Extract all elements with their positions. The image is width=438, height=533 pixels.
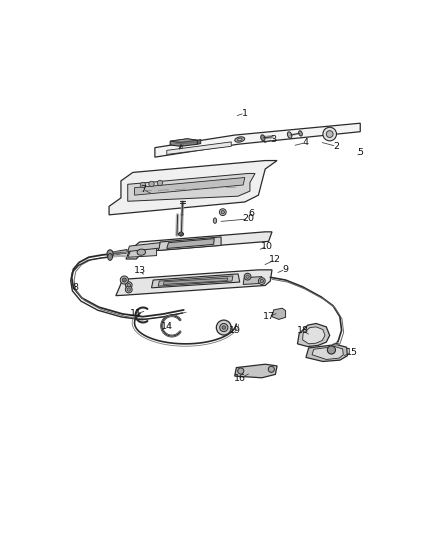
Text: 7: 7	[140, 185, 146, 194]
Polygon shape	[134, 177, 245, 195]
Circle shape	[238, 368, 244, 374]
Ellipse shape	[213, 218, 217, 223]
Polygon shape	[170, 139, 197, 142]
Ellipse shape	[178, 232, 184, 236]
Polygon shape	[128, 243, 160, 252]
Circle shape	[246, 275, 249, 278]
Circle shape	[222, 326, 226, 329]
Text: 10: 10	[261, 241, 273, 251]
Ellipse shape	[237, 138, 242, 141]
Text: 2: 2	[333, 142, 339, 151]
Polygon shape	[163, 278, 228, 285]
Ellipse shape	[299, 131, 302, 136]
Circle shape	[268, 366, 274, 373]
Text: 16: 16	[234, 374, 246, 383]
Text: 1: 1	[242, 109, 248, 117]
Polygon shape	[128, 248, 156, 257]
Circle shape	[125, 286, 132, 293]
Ellipse shape	[261, 135, 265, 141]
Circle shape	[221, 211, 224, 214]
Polygon shape	[167, 142, 231, 155]
Polygon shape	[158, 237, 221, 251]
Circle shape	[216, 320, 231, 335]
Text: 8: 8	[72, 284, 78, 292]
Circle shape	[260, 279, 264, 282]
Polygon shape	[235, 364, 277, 378]
Circle shape	[220, 324, 228, 332]
Text: 9: 9	[283, 265, 289, 273]
Polygon shape	[170, 139, 197, 146]
Polygon shape	[158, 276, 233, 286]
Ellipse shape	[287, 132, 292, 139]
Polygon shape	[155, 123, 360, 157]
Text: 4: 4	[303, 138, 309, 147]
Circle shape	[122, 278, 127, 282]
Ellipse shape	[107, 250, 113, 258]
Ellipse shape	[179, 232, 183, 235]
Text: 14: 14	[161, 322, 173, 332]
Polygon shape	[109, 160, 277, 215]
Circle shape	[327, 346, 336, 354]
Text: 17: 17	[263, 312, 275, 321]
Text: 5: 5	[357, 148, 363, 157]
Circle shape	[149, 181, 154, 187]
Polygon shape	[197, 140, 201, 144]
Text: 3: 3	[271, 135, 277, 144]
Ellipse shape	[137, 249, 145, 255]
Polygon shape	[243, 277, 262, 285]
Polygon shape	[128, 173, 255, 201]
Polygon shape	[126, 232, 272, 259]
Circle shape	[125, 282, 132, 288]
Text: 13: 13	[134, 266, 146, 276]
Polygon shape	[303, 327, 325, 344]
Text: 12: 12	[269, 255, 281, 264]
Circle shape	[244, 273, 251, 280]
Circle shape	[127, 288, 131, 291]
Circle shape	[219, 209, 226, 215]
Text: 19: 19	[229, 326, 240, 335]
Circle shape	[120, 276, 128, 284]
Circle shape	[258, 278, 265, 285]
Circle shape	[326, 131, 333, 138]
Polygon shape	[297, 324, 330, 346]
Polygon shape	[306, 344, 347, 361]
Circle shape	[323, 127, 336, 141]
Ellipse shape	[235, 137, 245, 142]
Polygon shape	[167, 239, 214, 248]
Polygon shape	[312, 346, 343, 359]
Polygon shape	[112, 249, 127, 256]
Text: 11: 11	[130, 310, 142, 319]
Circle shape	[157, 180, 162, 185]
Ellipse shape	[108, 254, 113, 260]
Polygon shape	[152, 274, 240, 288]
Text: 20: 20	[242, 214, 254, 223]
Circle shape	[140, 182, 146, 188]
Text: 15: 15	[346, 348, 358, 357]
Polygon shape	[116, 270, 272, 296]
Circle shape	[127, 284, 131, 287]
Text: 18: 18	[297, 326, 308, 335]
Polygon shape	[272, 308, 286, 319]
Text: 6: 6	[249, 208, 254, 217]
